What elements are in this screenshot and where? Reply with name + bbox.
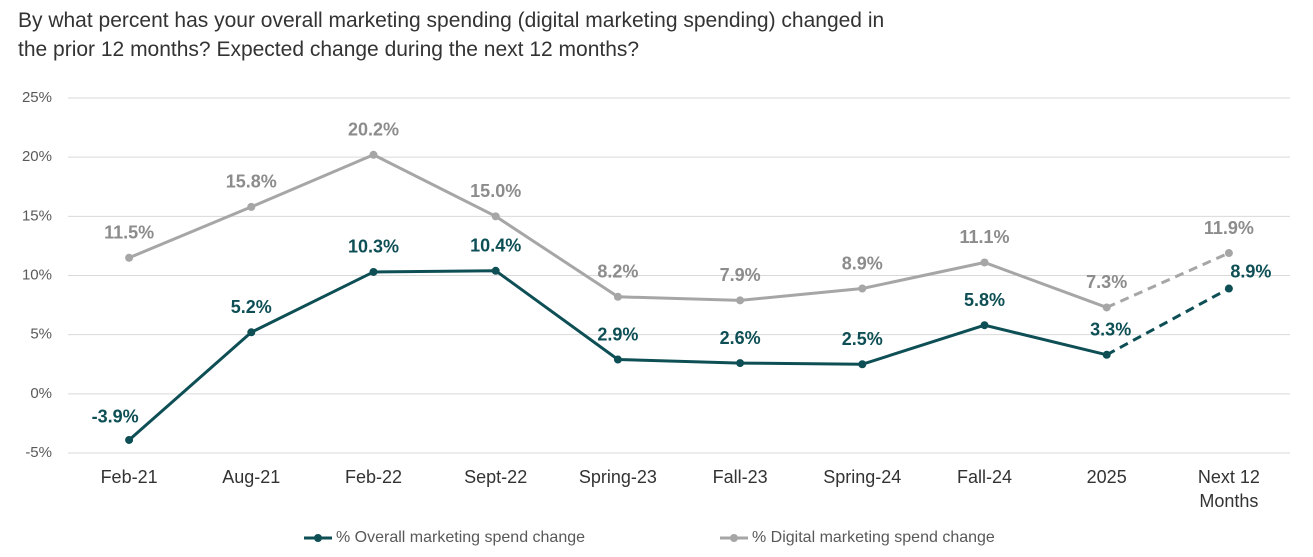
series-line-dashed <box>1106 251 1230 309</box>
point <box>613 355 622 364</box>
value-label: 3.3% <box>1090 320 1131 340</box>
x-tick-label: Aug-21 <box>222 467 281 487</box>
point <box>736 359 745 368</box>
point <box>125 253 134 262</box>
x-tick-label: Spring-23 <box>578 467 657 487</box>
x-tick-label: Feb-22 <box>344 467 403 487</box>
y-tick-label: 0% <box>30 385 52 402</box>
point <box>1224 284 1233 293</box>
x-tick-label: 2025 <box>1086 467 1127 487</box>
value-label: 8.2% <box>597 262 638 282</box>
value-label: 10.4% <box>470 236 521 256</box>
point <box>369 150 378 159</box>
value-label: 10.3% <box>348 237 399 257</box>
value-label: 2.9% <box>597 324 638 344</box>
point <box>858 284 867 293</box>
value-label: 8.9% <box>842 253 883 273</box>
point <box>369 267 378 276</box>
x-tick-label: Fall-23 <box>712 467 768 487</box>
value-label: 11.1% <box>959 227 1009 247</box>
point <box>491 266 500 275</box>
y-tick-label: 20% <box>22 148 52 165</box>
point <box>1102 350 1111 359</box>
value-label: 11.9% <box>1204 218 1254 238</box>
value-label: 7.9% <box>720 265 761 285</box>
value-label: 15.8% <box>226 172 277 192</box>
legend-marker <box>314 534 322 542</box>
value-label: 20.2% <box>348 120 399 140</box>
point <box>1224 249 1233 258</box>
value-label: 5.2% <box>231 297 272 317</box>
point <box>980 258 989 267</box>
series-line-dashed <box>1105 287 1230 357</box>
value-label: 8.9% <box>1230 261 1271 281</box>
y-tick-label: 15% <box>22 207 52 224</box>
point <box>1102 303 1111 312</box>
point <box>125 435 134 444</box>
x-tick-label: Fall-24 <box>956 467 1013 487</box>
chart-title: By what percent has your overall marketi… <box>18 9 885 61</box>
y-tick-label: 5% <box>30 326 52 343</box>
legend-label: % Digital marketing spend change <box>752 529 995 546</box>
point <box>491 212 500 221</box>
y-tick-label: 10% <box>22 266 52 283</box>
x-tick-label: Next 12 Months <box>1197 467 1260 511</box>
point <box>736 296 745 305</box>
point <box>247 328 256 337</box>
y-tick-label: -5% <box>25 444 52 461</box>
value-label: 15.0% <box>470 181 521 201</box>
point <box>247 202 256 211</box>
point <box>613 292 622 301</box>
point <box>980 321 989 330</box>
value-label: 7.3% <box>1086 272 1127 292</box>
legend-marker <box>730 534 738 542</box>
legend-label: % Overall marketing spend change <box>336 529 585 546</box>
point <box>858 360 867 369</box>
value-label: 11.5% <box>104 223 154 243</box>
y-tick-label: 25% <box>22 89 52 106</box>
value-label: -3.9% <box>92 407 139 427</box>
value-label: 5.8% <box>964 290 1005 310</box>
value-label: 2.5% <box>842 329 883 349</box>
x-tick-label: Spring-24 <box>823 467 902 487</box>
x-tick-label: Feb-21 <box>100 467 158 487</box>
x-tick-label: Sept-22 <box>464 467 528 487</box>
value-label: 2.6% <box>720 328 761 348</box>
